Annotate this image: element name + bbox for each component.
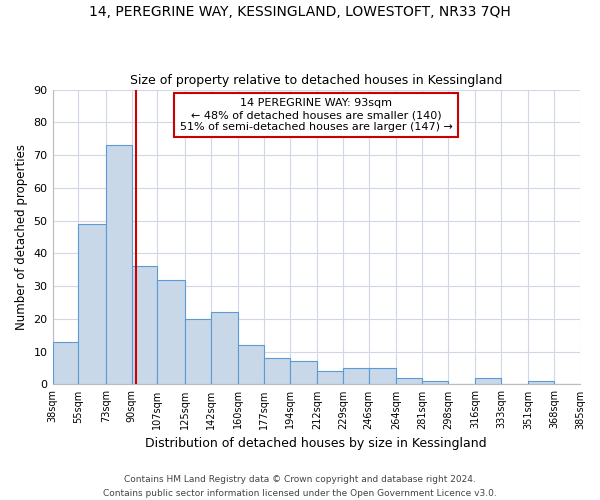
Text: Contains HM Land Registry data © Crown copyright and database right 2024.
Contai: Contains HM Land Registry data © Crown c… xyxy=(103,476,497,498)
Bar xyxy=(131,266,157,384)
Bar xyxy=(290,362,317,384)
Bar xyxy=(317,372,343,384)
Bar xyxy=(53,342,79,384)
Bar xyxy=(343,368,369,384)
X-axis label: Distribution of detached houses by size in Kessingland: Distribution of detached houses by size … xyxy=(145,437,487,450)
Bar xyxy=(157,280,185,384)
Bar xyxy=(369,368,396,384)
Bar xyxy=(211,312,238,384)
Bar xyxy=(396,378,422,384)
Text: 14 PEREGRINE WAY: 93sqm
← 48% of detached houses are smaller (140)
51% of semi-d: 14 PEREGRINE WAY: 93sqm ← 48% of detache… xyxy=(180,98,453,132)
Bar xyxy=(264,358,290,384)
Bar xyxy=(79,224,106,384)
Bar xyxy=(238,345,264,385)
Bar xyxy=(422,381,448,384)
Title: Size of property relative to detached houses in Kessingland: Size of property relative to detached ho… xyxy=(130,74,502,87)
Y-axis label: Number of detached properties: Number of detached properties xyxy=(15,144,28,330)
Bar xyxy=(185,319,211,384)
Bar xyxy=(475,378,501,384)
Bar xyxy=(529,381,554,384)
Text: 14, PEREGRINE WAY, KESSINGLAND, LOWESTOFT, NR33 7QH: 14, PEREGRINE WAY, KESSINGLAND, LOWESTOF… xyxy=(89,5,511,19)
Bar xyxy=(106,146,131,384)
